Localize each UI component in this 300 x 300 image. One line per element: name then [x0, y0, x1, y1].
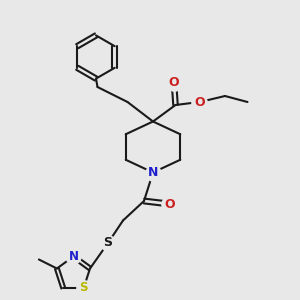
Text: O: O [194, 95, 205, 109]
Text: O: O [169, 76, 179, 89]
Text: N: N [148, 166, 158, 179]
Text: O: O [164, 197, 175, 211]
Text: S: S [103, 236, 112, 250]
Text: N: N [68, 250, 79, 263]
Text: S: S [80, 281, 88, 295]
